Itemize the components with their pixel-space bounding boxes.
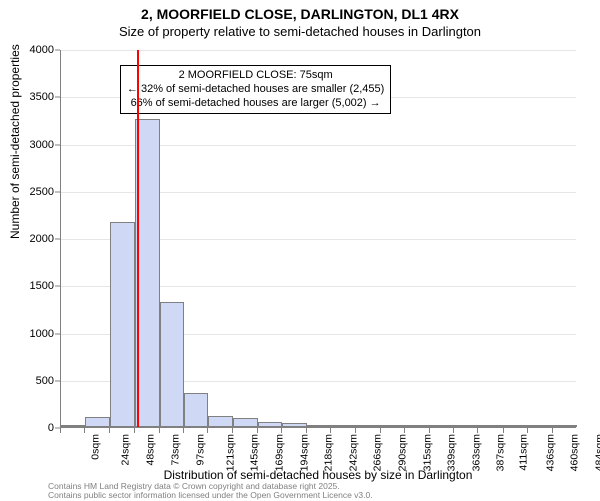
histogram-bar xyxy=(61,425,85,427)
annotation-line2: ← 32% of semi-detached houses are smalle… xyxy=(127,83,384,97)
histogram-bar xyxy=(208,416,232,427)
x-tick-label: 145sqm xyxy=(249,434,261,471)
histogram-bar xyxy=(405,425,429,427)
x-tick-mark xyxy=(429,428,430,433)
x-tick-mark xyxy=(453,428,454,433)
x-tick-label: 194sqm xyxy=(298,434,310,471)
x-tick-label: 363sqm xyxy=(470,434,482,471)
histogram-bar xyxy=(454,425,478,427)
histogram-bar xyxy=(85,417,109,427)
title-line2: Size of property relative to semi-detach… xyxy=(0,24,600,39)
histogram-bar xyxy=(553,425,577,427)
y-tick-label: 2500 xyxy=(30,186,54,198)
x-tick-mark xyxy=(183,428,184,433)
histogram-bar xyxy=(430,425,454,427)
x-tick-mark xyxy=(503,428,504,433)
x-tick-label: 339sqm xyxy=(446,434,458,471)
x-tick-mark xyxy=(207,428,208,433)
title-block: 2, MOORFIELD CLOSE, DARLINGTON, DL1 4RX … xyxy=(0,0,600,39)
y-axis: 05001000150020002500300035004000 xyxy=(0,50,60,428)
x-tick-label: 484sqm xyxy=(593,434,600,471)
x-tick-mark xyxy=(232,428,233,433)
histogram-bar xyxy=(233,418,258,427)
histogram-bar xyxy=(282,423,306,427)
y-tick-label: 2000 xyxy=(30,233,54,245)
histogram-bar xyxy=(184,393,208,427)
x-tick-label: 97sqm xyxy=(194,434,206,466)
x-tick-label: 121sqm xyxy=(224,434,236,471)
attribution: Contains HM Land Registry data © Crown c… xyxy=(48,482,373,501)
x-tick-mark xyxy=(552,428,553,433)
x-tick-label: 48sqm xyxy=(144,434,156,466)
histogram-bar xyxy=(331,425,355,427)
histogram-bar xyxy=(381,425,405,427)
histogram-bar xyxy=(478,425,503,427)
annotation-box: 2 MOORFIELD CLOSE: 75sqm ← 32% of semi-d… xyxy=(120,65,391,114)
x-tick-mark xyxy=(109,428,110,433)
x-tick-mark xyxy=(159,428,160,433)
x-tick-label: 411sqm xyxy=(518,434,530,471)
x-tick-mark xyxy=(477,428,478,433)
x-tick-mark xyxy=(84,428,85,433)
x-tick-mark xyxy=(60,428,61,433)
y-tick-label: 3500 xyxy=(30,91,54,103)
x-tick-mark xyxy=(380,428,381,433)
x-tick-mark xyxy=(355,428,356,433)
x-tick-mark xyxy=(134,428,135,433)
x-tick-mark xyxy=(330,428,331,433)
annotation-line3: 66% of semi-detached houses are larger (… xyxy=(127,97,384,111)
histogram-bar xyxy=(307,425,331,427)
y-tick-label: 4000 xyxy=(30,44,54,56)
plot-area: 2 MOORFIELD CLOSE: 75sqm ← 32% of semi-d… xyxy=(60,50,576,428)
x-tick-label: 315sqm xyxy=(421,434,433,471)
title-line1: 2, MOORFIELD CLOSE, DARLINGTON, DL1 4RX xyxy=(0,6,600,22)
y-tick-label: 3000 xyxy=(30,139,54,151)
x-tick-label: 218sqm xyxy=(323,434,335,471)
x-tick-mark xyxy=(404,428,405,433)
attribution-line2: Contains public sector information licen… xyxy=(48,491,373,500)
x-tick-label: 0sqm xyxy=(90,434,102,460)
x-tick-label: 242sqm xyxy=(347,434,359,471)
x-tick-label: 436sqm xyxy=(544,434,556,471)
annotation-line1: 2 MOORFIELD CLOSE: 75sqm xyxy=(127,69,384,83)
histogram-bar xyxy=(160,302,184,427)
y-tick-label: 0 xyxy=(48,422,54,434)
x-tick-label: 387sqm xyxy=(494,434,506,471)
x-tick-label: 290sqm xyxy=(396,434,408,471)
y-tick-label: 500 xyxy=(36,375,54,387)
y-tick-label: 1500 xyxy=(30,280,54,292)
histogram-bar xyxy=(356,425,381,427)
x-tick-label: 460sqm xyxy=(569,434,581,471)
x-tick-mark xyxy=(281,428,282,433)
x-axis-label: Distribution of semi-detached houses by … xyxy=(60,468,576,482)
x-tick-label: 266sqm xyxy=(372,434,384,471)
subject-marker-line xyxy=(137,50,139,427)
histogram-bar xyxy=(258,422,282,427)
histogram-bar xyxy=(110,222,135,427)
x-tick-label: 24sqm xyxy=(120,434,132,466)
x-tick-mark xyxy=(257,428,258,433)
histogram-bar xyxy=(528,425,552,427)
x-tick-mark xyxy=(527,428,528,433)
y-tick-label: 1000 xyxy=(30,328,54,340)
x-tick-label: 169sqm xyxy=(273,434,285,471)
x-tick-label: 73sqm xyxy=(170,434,182,466)
chart-container: 2, MOORFIELD CLOSE, DARLINGTON, DL1 4RX … xyxy=(0,0,600,500)
histogram-bar xyxy=(504,425,528,427)
x-tick-mark xyxy=(306,428,307,433)
